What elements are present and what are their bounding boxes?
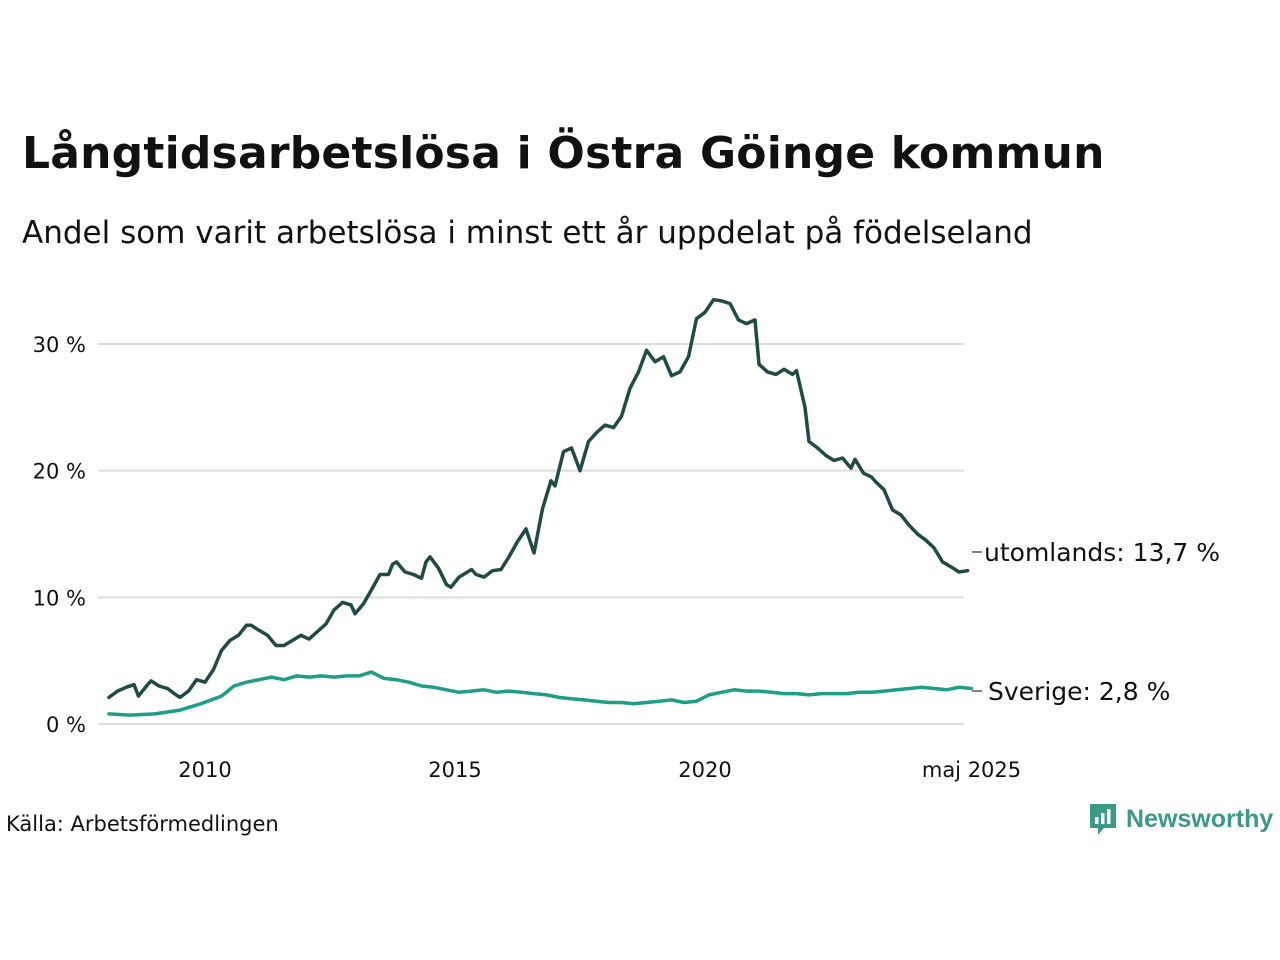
x-tick-label: 2020 [678, 758, 731, 782]
series-end-label: Sverige: 2,8 % [988, 677, 1170, 706]
newsworthy-logo-icon [1090, 804, 1116, 835]
x-axis-ticks: 2010 2015 2020 maj 2025 [178, 758, 1021, 782]
series-end-labels: utomlands: 13,7 % Sverige: 2,8 % [972, 538, 1220, 706]
source-note: Källa: Arbetsförmedlingen [6, 812, 279, 836]
chart-title: Långtidsarbetslösa i Östra Göinge kommun [22, 128, 1105, 179]
series-line-sverige [107, 670, 974, 717]
chart-subtitle: Andel som varit arbetslösa i minst ett å… [22, 215, 1033, 251]
series-lines [107, 297, 974, 717]
y-tick-label: 30 % [33, 333, 86, 357]
x-tick-label: 2010 [178, 758, 231, 782]
x-tick-label: maj 2025 [922, 758, 1021, 782]
x-tick-label: 2015 [428, 758, 481, 782]
grid-lines [98, 343, 964, 725]
series-end-label: utomlands: 13,7 % [984, 538, 1220, 567]
y-tick-label: 20 % [33, 460, 86, 484]
brand-logo[interactable]: Newsworthy [1088, 802, 1273, 836]
y-axis-ticks: 0 % 10 % 20 % 30 % [33, 333, 86, 737]
y-tick-label: 10 % [33, 586, 86, 610]
y-tick-label: 0 % [46, 713, 86, 737]
series-line-utomlands [107, 297, 970, 700]
brand-name: Newsworthy [1126, 804, 1274, 833]
